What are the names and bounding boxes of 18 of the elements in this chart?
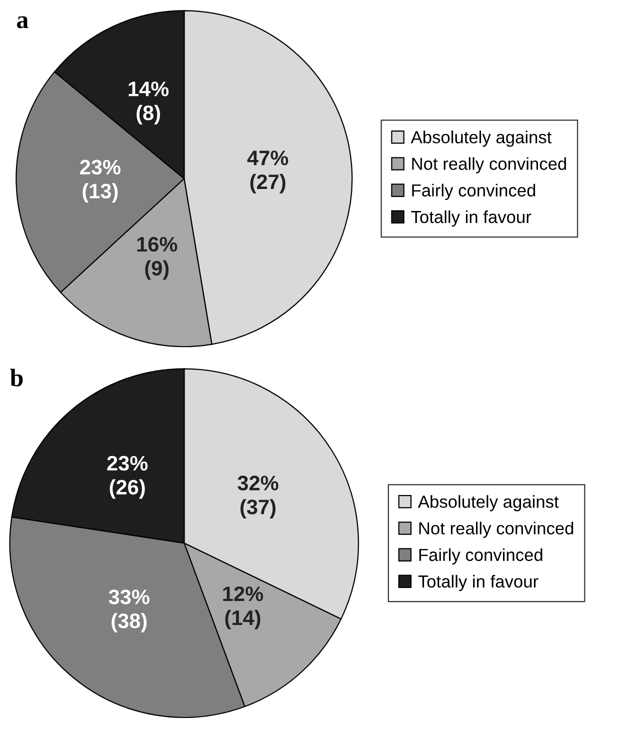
data-label: 23% (13) [80,160,121,203]
legend-label: Not really convinced [419,522,574,538]
legend-label: Totally in favour [418,574,538,592]
data-label: 32% (37) [238,476,278,518]
legend-label: Fairly convinced [419,548,542,564]
data-label: 23% (26) [107,456,148,499]
chart-title: a [17,16,28,28]
data-label: 12% (14) [223,586,264,630]
chart-title: b [10,368,23,386]
legend-label: Absolutely against [418,495,559,512]
data-label: 14% (8) [128,82,169,124]
data-label: 16% (9) [137,236,178,280]
data-label: 33% (38) [108,590,150,632]
legend-label: Absolutely against [410,130,552,147]
legend-label: Totally in favour [411,210,532,227]
legend-label: Fairly convinced [412,184,536,200]
legend-label: Not really convinced [412,157,566,174]
data-label: 47% (27) [247,150,288,194]
